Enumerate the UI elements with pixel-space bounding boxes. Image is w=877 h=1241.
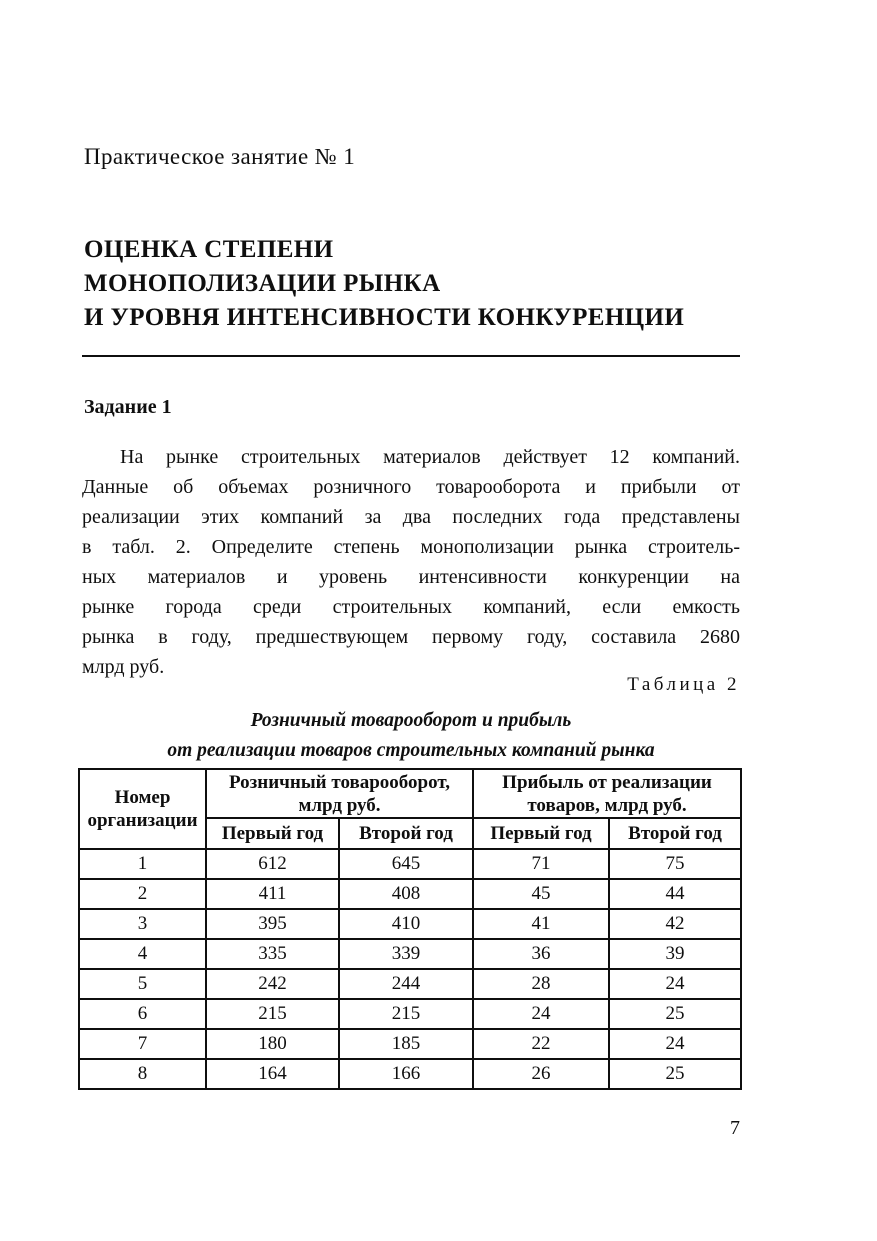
paragraph-line: млрд руб. (82, 656, 165, 678)
col-header-profit: Прибыль от реализации товаров, млрд руб. (472, 768, 743, 819)
table-cell: 410 (337, 908, 475, 940)
table-cell: 39 (608, 938, 743, 970)
paragraph-line: На рынке строительных материалов действу… (120, 446, 740, 468)
table-cell: 7 (78, 1028, 207, 1060)
paragraph-line: в табл. 2. Определите степень монополиза… (82, 536, 740, 558)
col-header-turnover: Розничный товарооборот, млрд руб. (204, 768, 475, 819)
table-cell: 8 (78, 1058, 207, 1090)
table-cell: 408 (337, 878, 475, 910)
main-heading-line: ОЦЕНКА СТЕПЕНИ (84, 236, 334, 263)
table-cell: 26 (472, 1058, 611, 1090)
table-header-group-row: Номер организации Розничный товарооборот… (78, 768, 743, 850)
table-cell: 3 (78, 908, 207, 940)
table-row: 4 335 339 36 39 (78, 938, 743, 970)
paragraph-line: рынка в году, предшествующем первому год… (82, 626, 740, 648)
table-cell: 335 (205, 938, 340, 970)
table-row: 8 164 166 26 25 (78, 1058, 743, 1090)
table-cell: 22 (472, 1028, 611, 1060)
table-cell: 612 (205, 848, 340, 880)
paragraph-line: ных материалов и уровень интенсивности к… (82, 566, 740, 588)
table-caption-line: Розничный товарооборот и прибыль (250, 710, 572, 731)
table-cell: 42 (608, 908, 743, 940)
table-row: 2 411 408 45 44 (78, 878, 743, 910)
data-table: Номер организации Розничный товарооборот… (78, 768, 743, 1090)
table-cell: 25 (608, 998, 743, 1030)
table-cell: 5 (78, 968, 207, 1000)
main-heading-line: И УРОВНЯ ИНТЕНСИВНОСТИ КОНКУРЕНЦИИ (84, 304, 685, 331)
table-cell: 45 (472, 878, 611, 910)
table-cell: 395 (205, 908, 340, 940)
table-cell: 71 (472, 848, 611, 880)
table-cell: 244 (337, 968, 475, 1000)
horizontal-rule (82, 355, 740, 357)
table-cell: 4 (78, 938, 207, 970)
table-row: 3 395 410 41 42 (78, 908, 743, 940)
table-cell: 164 (205, 1058, 340, 1090)
page-number: 7 (730, 1117, 740, 1139)
main-heading: ОЦЕНКА СТЕПЕНИ МОНОПОЛИЗАЦИИ РЫНКА И УРО… (84, 233, 684, 335)
col-header-year-3: Первый год (472, 817, 611, 850)
table-cell: 180 (205, 1028, 340, 1060)
table-cell: 242 (205, 968, 340, 1000)
table-cell: 215 (337, 998, 475, 1030)
col-header-year-1: Первый год (205, 817, 340, 850)
table-cell: 215 (205, 998, 340, 1030)
table-cell: 24 (472, 998, 611, 1030)
table-row: 5 242 244 28 24 (78, 968, 743, 1000)
table-cell: 24 (608, 968, 743, 1000)
table-cell: 28 (472, 968, 611, 1000)
col-header-year-4: Второй год (608, 817, 743, 850)
paragraph-line: рынке города среди строительных компаний… (82, 596, 740, 618)
table-cell: 41 (472, 908, 611, 940)
table-cell: 75 (608, 848, 743, 880)
task-paragraph: На рынке строительных материалов действу… (82, 442, 740, 682)
table-cell: 44 (608, 878, 743, 910)
table-cell: 166 (337, 1058, 475, 1090)
col-header-org-number: Номер организации (78, 768, 207, 850)
table-cell: 6 (78, 998, 207, 1030)
col-header-year-2: Второй год (337, 817, 475, 850)
lesson-title: Практическое занятие № 1 (84, 144, 356, 169)
table-header-year-row: Первый год Второй год Первый год Второй … (79, 817, 743, 850)
table-row: 7 180 185 22 24 (78, 1028, 743, 1060)
table-caption: Розничный товарооборот и прибыль от реал… (82, 706, 740, 766)
table-cell: 24 (608, 1028, 743, 1060)
table-row: 6 215 215 24 25 (78, 998, 743, 1030)
paragraph-line: Данные об объемах розничного товарооборо… (82, 476, 740, 498)
table-cell: 339 (337, 938, 475, 970)
table-cell: 185 (337, 1028, 475, 1060)
table-label: Таблица 2 (627, 674, 740, 695)
table-caption-line: от реализации товаров строительных компа… (167, 740, 655, 761)
table-row: 1 612 645 71 75 (78, 848, 743, 880)
table-cell: 2 (78, 878, 207, 910)
paragraph-line: реализации этих компаний за два последни… (82, 506, 740, 528)
table-cell: 411 (205, 878, 340, 910)
table-cell: 1 (78, 848, 207, 880)
table-cell: 36 (472, 938, 611, 970)
main-heading-line: МОНОПОЛИЗАЦИИ РЫНКА (84, 270, 441, 297)
table-cell: 25 (608, 1058, 743, 1090)
task-heading: Задание 1 (84, 396, 172, 418)
table-cell: 645 (337, 848, 475, 880)
